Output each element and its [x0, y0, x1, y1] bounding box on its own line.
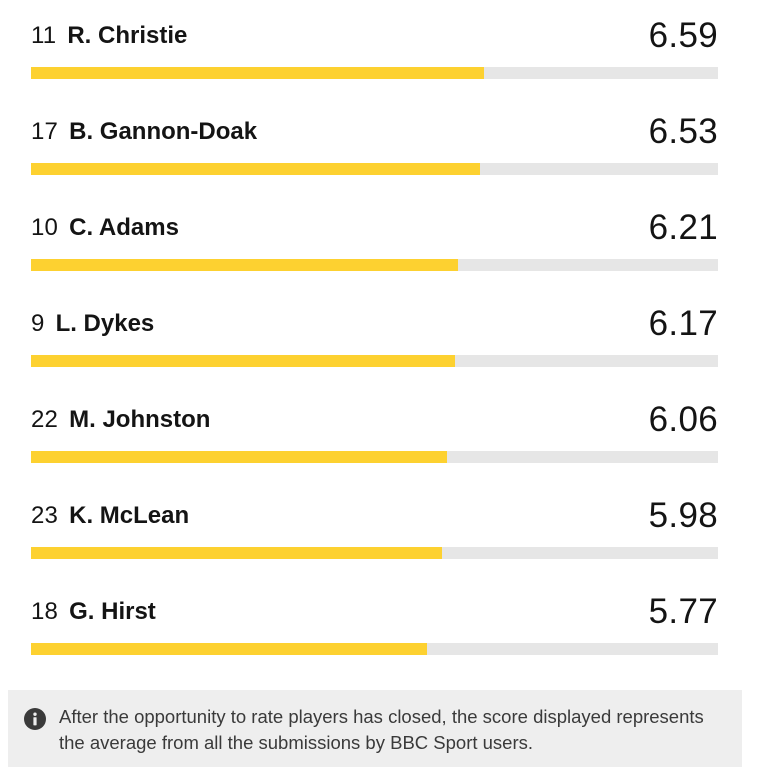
rating-bar-track: [31, 643, 718, 655]
player-name: M. Johnston: [69, 406, 211, 433]
rating-bar-fill: [31, 67, 484, 79]
player-rating-row: 18 G. Hirst 5.77: [31, 576, 718, 672]
player-score: 6.17: [648, 304, 718, 343]
player-score: 5.98: [648, 496, 718, 535]
shirt-number: 17: [31, 118, 59, 145]
rating-bar-track: [31, 67, 718, 79]
rating-bar-fill: [31, 451, 448, 463]
rating-bar-track: [31, 451, 718, 463]
player-name: B. Gannon-Doak: [69, 118, 258, 145]
player-name: L. Dykes: [55, 310, 155, 337]
player-rating-row: 11 R. Christie 6.59: [31, 0, 718, 96]
player-rating-row: 17 B. Gannon-Doak 6.53: [31, 96, 718, 192]
player-rating-row: 23 K. McLean 5.98: [31, 480, 718, 576]
player-score: 6.06: [648, 400, 718, 439]
player-score: 5.77: [648, 592, 718, 631]
shirt-number: 11: [31, 22, 57, 49]
rating-bar-fill: [31, 547, 442, 559]
shirt-number: 23: [31, 502, 59, 529]
shirt-number: 18: [31, 598, 59, 625]
player-ratings-list: 11 R. Christie 6.59 17 B. Gannon-Doak 6.…: [31, 0, 718, 672]
player-score: 6.53: [648, 112, 718, 151]
player-score: 6.59: [648, 16, 718, 55]
info-icon: [24, 708, 46, 730]
shirt-number: 9: [31, 310, 45, 337]
rating-bar-track: [31, 163, 718, 175]
player-name: C. Adams: [69, 214, 179, 241]
shirt-number: 10: [31, 214, 59, 241]
rating-bar-fill: [31, 163, 480, 175]
rating-bar-fill: [31, 355, 455, 367]
rating-bar-track: [31, 259, 718, 271]
info-notice: After the opportunity to rate players ha…: [8, 690, 742, 767]
rating-bar-track: [31, 355, 718, 367]
rating-bar-fill: [31, 259, 458, 271]
rating-bar-track: [31, 547, 718, 559]
shirt-number: 22: [31, 406, 59, 433]
player-rating-row: 22 M. Johnston 6.06: [31, 384, 718, 480]
player-name: G. Hirst: [69, 598, 156, 625]
player-score: 6.21: [648, 208, 718, 247]
info-text: After the opportunity to rate players ha…: [59, 706, 704, 753]
player-rating-row: 10 C. Adams 6.21: [31, 192, 718, 288]
player-rating-row: 9 L. Dykes 6.17: [31, 288, 718, 384]
player-name: K. McLean: [69, 502, 190, 529]
player-name: R. Christie: [67, 22, 188, 49]
rating-bar-fill: [31, 643, 428, 655]
